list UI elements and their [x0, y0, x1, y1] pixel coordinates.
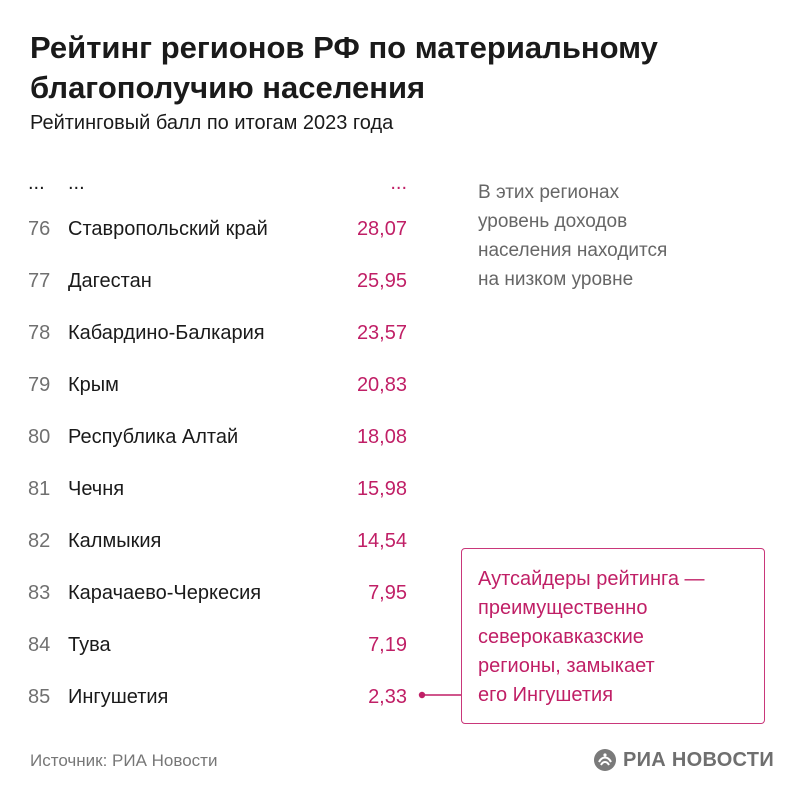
ria-novosti-logo-icon — [593, 749, 616, 771]
table-row: 85 Ингушетия 2,33 — [0, 682, 440, 712]
row-value: 7,95 — [368, 582, 407, 604]
row-value: 25,95 — [356, 270, 407, 292]
row-rank: 77 — [28, 270, 51, 292]
low-income-note: В этих регионах уровень доходов населени… — [478, 178, 768, 294]
row-value: 23,57 — [356, 322, 407, 344]
ellipsis-rank: ... — [28, 172, 45, 194]
row-region: Ставропольский край — [68, 218, 268, 240]
row-rank: 82 — [28, 530, 51, 552]
row-region: Республика Алтай — [68, 426, 239, 448]
row-region: Калмыкия — [68, 530, 162, 552]
row-value: 14,54 — [356, 530, 407, 552]
row-rank: 80 — [28, 426, 51, 448]
ria-novosti-logo: РИА НОВОСТИ — [593, 745, 774, 775]
row-region: Тува — [68, 634, 111, 656]
table-row: 76 Ставропольский край 28,07 — [0, 214, 440, 244]
logo-text: РИА НОВОСТИ — [622, 748, 774, 771]
table-ellipsis-row: ... ... ... — [0, 168, 440, 198]
page-subtitle: Рейтинговый балл по итогам 2023 года — [30, 112, 394, 134]
row-value: 18,08 — [356, 426, 407, 448]
page-title: Рейтинг регионов РФ по материальному бла… — [30, 30, 658, 105]
note-line: на низком уровне — [478, 269, 634, 290]
source-text: Источник: РИА Новости — [30, 751, 218, 770]
table-row: 77 Дагестан 25,95 — [0, 266, 440, 296]
note-line: населения находится — [478, 240, 668, 261]
row-value: 7,19 — [368, 634, 407, 656]
callout-line: регионы, замыкает — [478, 655, 655, 677]
ellipsis-region: ... — [68, 172, 85, 194]
callout-line: Аутсайдеры рейтинга — — [478, 568, 705, 590]
callout-line: северокавказские — [478, 626, 644, 648]
callout-line: его Ингушетия — [478, 684, 614, 706]
table-row: 83 Карачаево-Черкесия 7,95 — [0, 578, 440, 608]
row-value: 2,33 — [368, 686, 407, 708]
row-region: Крым — [68, 374, 119, 396]
row-rank: 79 — [28, 374, 51, 396]
row-region: Дагестан — [68, 270, 152, 292]
row-rank: 84 — [28, 634, 51, 656]
rating-table: ... ... ... 76 Ставропольский край 28,07 77… — [0, 168, 440, 712]
row-rank: 76 — [28, 218, 51, 240]
row-rank: 78 — [28, 322, 51, 344]
table-row: 84 Тува 7,19 — [0, 630, 440, 660]
table-row: 81 Чечня 15,98 — [0, 474, 440, 504]
note-line: уровень доходов — [478, 211, 628, 232]
row-rank: 83 — [28, 582, 51, 604]
ellipsis-value: ... — [390, 172, 407, 194]
table-row: 80 Республика Алтай 18,08 — [0, 422, 440, 452]
row-rank: 85 — [28, 686, 51, 708]
table-row: 82 Калмыкия 14,54 — [0, 526, 440, 556]
callout-connector — [418, 691, 462, 699]
row-value: 20,83 — [356, 374, 407, 396]
row-value: 28,07 — [356, 218, 407, 240]
row-region: Чечня — [68, 478, 125, 500]
table-row: 78 Кабардино-Балкария 23,57 — [0, 318, 440, 348]
row-value: 15,98 — [356, 478, 407, 500]
row-rank: 81 — [28, 478, 51, 500]
note-line: В этих регионах — [478, 182, 620, 203]
outsiders-callout: Аутсайдеры рейтинга — преимущественно се… — [461, 548, 765, 724]
table-row: 79 Крым 20,83 — [0, 370, 440, 400]
row-region: Ингушетия — [68, 686, 169, 708]
row-region: Кабардино-Балкария — [68, 322, 265, 344]
row-region: Карачаево-Черкесия — [68, 582, 262, 604]
callout-line: преимущественно — [478, 597, 648, 619]
